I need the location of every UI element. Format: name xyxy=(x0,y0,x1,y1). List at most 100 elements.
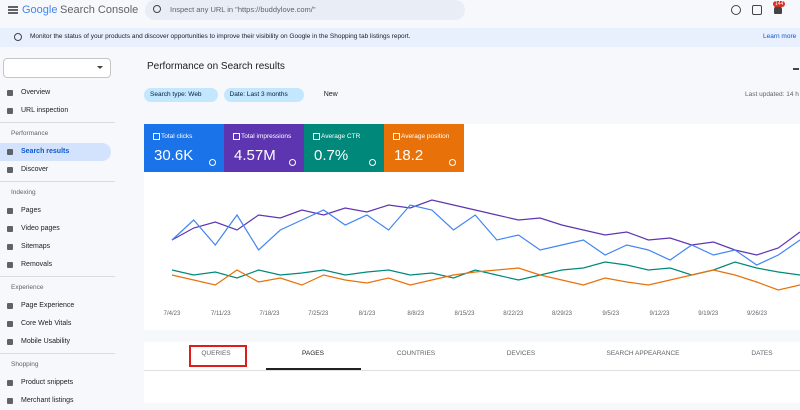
checkbox xyxy=(313,133,320,140)
users-icon[interactable] xyxy=(752,5,762,15)
x-tick-label: 7/11/23 xyxy=(211,311,231,317)
nav-item[interactable]: Overview xyxy=(0,84,111,102)
section-header: Experience xyxy=(11,284,44,291)
nav-item[interactable]: Removals xyxy=(0,256,111,274)
x-tick-label: 9/12/23 xyxy=(649,311,670,317)
banner-text: Monitor the status of your products and … xyxy=(30,33,411,40)
tab[interactable]: DATES xyxy=(751,350,773,357)
nav-icon xyxy=(7,321,13,327)
selected-tab-underline xyxy=(266,368,361,370)
notification-count: 144 xyxy=(773,1,786,7)
x-tick-label: 9/5/23 xyxy=(602,311,619,317)
tabs-divider xyxy=(144,370,800,371)
metric-card[interactable]: Total impressions 4.57M xyxy=(224,124,304,172)
tab[interactable]: COUNTRIES xyxy=(396,350,436,357)
section-header: Shopping xyxy=(11,361,39,368)
tab[interactable]: DEVICES xyxy=(506,350,536,357)
series-line xyxy=(171,267,800,291)
nav-icon xyxy=(7,167,13,173)
metric-card[interactable]: Average position 18.2 xyxy=(384,124,464,172)
filter-chip[interactable]: Date: Last 3 months xyxy=(223,88,304,102)
metric-value: 0.7% xyxy=(314,147,349,164)
last-updated: Last updated: 14 h xyxy=(745,91,799,98)
x-tick-label: 7/25/23 xyxy=(308,311,329,317)
new-button[interactable]: New xyxy=(323,91,338,98)
help-icon xyxy=(209,159,216,166)
nav-item[interactable]: URL inspection xyxy=(0,102,111,120)
search-icon xyxy=(153,5,161,13)
filter-chip[interactable]: Search type: Web xyxy=(144,88,218,102)
banner-link[interactable]: Learn more xyxy=(763,33,797,40)
info-icon xyxy=(14,33,22,41)
nav-item[interactable]: Merchant listings xyxy=(0,392,111,410)
metric-card[interactable]: Average CTR 0.7% xyxy=(304,124,384,172)
section-divider xyxy=(0,122,115,123)
nav-icon xyxy=(7,208,13,214)
nav-icon xyxy=(7,149,13,155)
nav-item[interactable]: Discover xyxy=(0,161,111,179)
search-placeholder: Inspect any URL in "https://buddylove.co… xyxy=(170,5,316,14)
banner: Monitor the status of your products and … xyxy=(0,28,800,47)
nav-item[interactable]: Video pages xyxy=(0,220,111,238)
metric-value: 18.2 xyxy=(394,147,424,164)
property-selector[interactable] xyxy=(3,58,111,78)
brand: Google xyxy=(22,4,58,16)
metric-label: Total impressions xyxy=(241,133,292,140)
tab[interactable]: SEARCH APPEARANCE xyxy=(606,350,680,357)
nav-icon xyxy=(7,262,13,268)
menu-icon[interactable] xyxy=(8,6,18,8)
x-tick-label: 8/22/23 xyxy=(503,311,524,317)
highlight-box xyxy=(189,345,247,367)
help-icon xyxy=(449,159,456,166)
nav-icon xyxy=(7,339,13,345)
nav-icon xyxy=(7,398,13,404)
section-header: Indexing xyxy=(11,189,36,196)
x-tick-label: 9/26/23 xyxy=(747,311,768,317)
nav-icon xyxy=(7,226,13,232)
dropdown-arrow xyxy=(97,66,103,69)
notification-icon[interactable] xyxy=(774,6,782,14)
metric-value: 4.57M xyxy=(234,147,276,164)
search-box[interactable]: Inspect any URL in "https://buddylove.co… xyxy=(145,0,465,20)
filter-bar: Search type: Web Date: Last 3 months New xyxy=(144,88,338,102)
section-divider xyxy=(0,181,115,182)
checkbox xyxy=(233,133,240,140)
help-icon xyxy=(289,159,296,166)
tab[interactable]: PAGES xyxy=(302,350,324,357)
metric-label: Average position xyxy=(401,133,450,140)
help-icon xyxy=(369,159,376,166)
nav-item[interactable]: Page Experience xyxy=(0,297,111,315)
checkbox xyxy=(393,133,400,140)
nav-item[interactable]: Product snippets xyxy=(0,374,111,392)
tab[interactable]: QUERIES xyxy=(201,350,231,357)
x-tick-label: 9/19/23 xyxy=(698,311,719,317)
export-icon[interactable] xyxy=(793,60,799,70)
metric-label: Total clicks xyxy=(161,133,193,140)
x-tick-label: 7/18/23 xyxy=(259,311,280,317)
nav-icon xyxy=(7,108,13,114)
section-divider xyxy=(0,353,115,354)
series-line xyxy=(171,199,800,256)
product-name: Search Console xyxy=(60,4,139,16)
nav-item[interactable]: Search results xyxy=(0,143,111,161)
section-header: Performance xyxy=(11,130,49,137)
section-divider xyxy=(0,276,115,277)
x-tick-label: 8/29/23 xyxy=(552,311,573,317)
nav-icon xyxy=(7,244,13,250)
metric-value: 30.6K xyxy=(154,147,194,164)
nav-item[interactable]: Sitemaps xyxy=(0,238,111,256)
help-icon[interactable] xyxy=(731,5,741,15)
nav-icon xyxy=(7,90,13,96)
x-tick-label: 7/4/23 xyxy=(164,311,181,317)
x-tick-label: 8/8/23 xyxy=(407,311,424,317)
tabs-card xyxy=(144,342,800,403)
x-tick-label: 8/1/23 xyxy=(359,311,376,317)
nav-item[interactable]: Mobile Usability xyxy=(0,333,111,351)
metric-card[interactable]: Total clicks 30.6K xyxy=(144,124,224,172)
metric-label: Average CTR xyxy=(321,133,361,140)
nav-item[interactable]: Core Web Vitals xyxy=(0,315,111,333)
nav-item[interactable]: Pages xyxy=(0,202,111,220)
page-title: Performance on Search results xyxy=(147,61,285,72)
